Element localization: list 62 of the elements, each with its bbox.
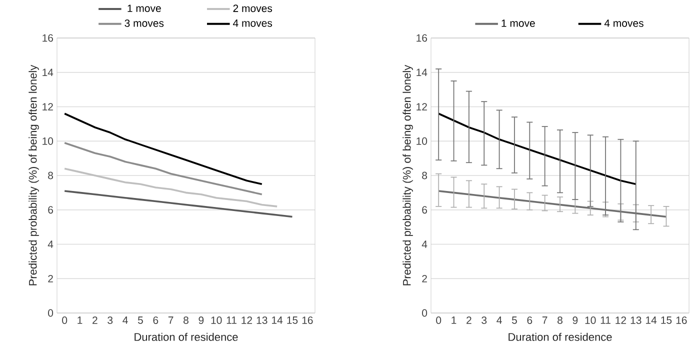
y-tick-label: 10 (416, 137, 428, 145)
legend-label: 3 moves (124, 19, 164, 27)
x-tick-label: 14 (272, 316, 283, 324)
x-tick-label: 7 (542, 316, 548, 324)
x-tick-label: 11 (226, 316, 236, 324)
x-tick-label: 16 (302, 316, 313, 324)
x-tick-label: 14 (646, 316, 657, 324)
x-tick-label: 3 (482, 316, 487, 324)
x-tick-label: 5 (138, 316, 143, 324)
y-tick-label: 12 (42, 103, 53, 110)
x-tick-label: 10 (585, 316, 596, 324)
x-tick-label: 8 (558, 316, 562, 324)
x-tick-label: 5 (512, 316, 517, 324)
x-tick-label: 16 (676, 316, 687, 324)
x-tick-label: 4 (496, 316, 502, 324)
legend-label: 4 moves (604, 20, 644, 27)
x-tick-label: 1 (78, 316, 82, 324)
y-axis-title: Predicted probability (%) of being often lonely (402, 64, 413, 286)
y-tick-label: 14 (42, 68, 54, 76)
y-tick-label: 8 (48, 172, 54, 180)
y-tick-label: 6 (422, 206, 428, 214)
x-tick-label: 6 (527, 316, 532, 324)
x-tick-label: 11 (600, 316, 610, 324)
x-tick-label: 7 (168, 316, 174, 324)
x-axis-title: Duration of residence (134, 332, 238, 341)
x-tick-label: 13 (630, 316, 642, 324)
x-tick-label: 3 (108, 316, 113, 324)
x-tick-label: 12 (242, 316, 252, 324)
x-tick-label: 4 (122, 316, 128, 324)
x-tick-label: 8 (184, 316, 188, 324)
x-tick-label: 0 (62, 316, 68, 324)
x-tick-label: 15 (661, 316, 672, 324)
legend-label: 1 move (502, 20, 535, 27)
y-tick-label: 10 (42, 137, 54, 145)
y-tick-label: 14 (416, 68, 428, 76)
y-tick-label: 0 (48, 309, 54, 317)
x-tick-label: 1 (452, 316, 456, 324)
y-tick-label: 4 (48, 240, 54, 248)
x-tick-label: 9 (572, 316, 578, 324)
x-tick-label: 2 (92, 316, 98, 324)
y-tick-label: 8 (422, 172, 428, 180)
x-tick-label: 9 (198, 316, 204, 324)
legend-label: 2 moves (233, 4, 272, 12)
y-tick-label: 2 (422, 274, 427, 282)
y-tick-label: 16 (416, 34, 428, 42)
x-tick-label: 0 (436, 316, 442, 324)
x-tick-label: 13 (256, 316, 268, 324)
y-tick-label: 6 (48, 206, 54, 214)
x-tick-label: 15 (287, 316, 298, 324)
x-tick-label: 12 (616, 316, 626, 324)
legend-label: 4 moves (233, 20, 272, 27)
y-tick-label: 2 (48, 274, 53, 282)
y-tick-label: 12 (416, 103, 427, 110)
y-tick-label: 4 (422, 240, 428, 248)
x-axis-title: Duration of residence (508, 332, 612, 341)
y-tick-label: 0 (422, 309, 428, 317)
x-tick-label: 6 (153, 316, 158, 324)
x-tick-label: 10 (211, 316, 222, 324)
y-tick-label: 16 (42, 34, 54, 42)
y-axis-title: Predicted probability (%) of being often lonely (28, 64, 39, 286)
x-tick-label: 2 (466, 316, 472, 324)
legend-label: 1 move (128, 4, 161, 12)
